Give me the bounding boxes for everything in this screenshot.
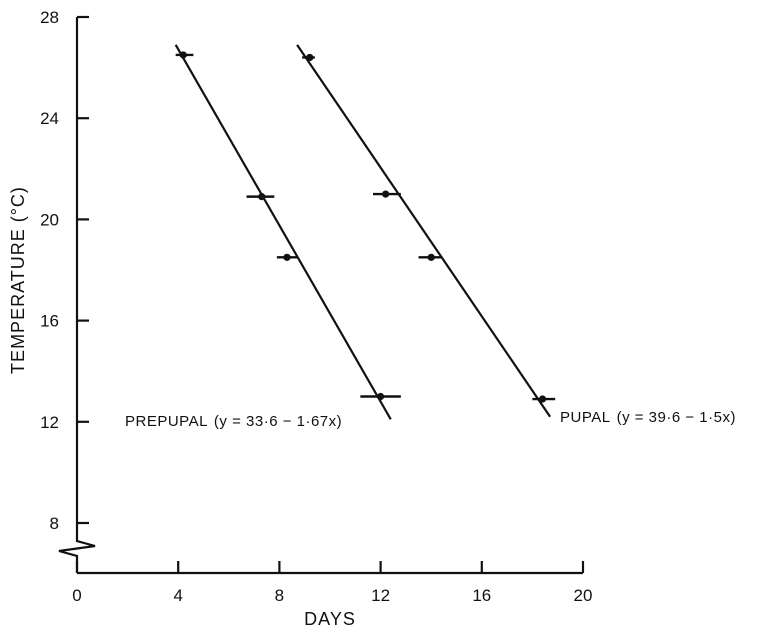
y-tick-label: 12 (40, 413, 59, 432)
x-axis-title: DAYS (304, 609, 356, 629)
data-point (427, 253, 435, 261)
data-point (382, 190, 390, 198)
data-point (306, 53, 314, 62)
series-label-pupal: PUPAL (y = 39·6 − 1·5x) (560, 409, 736, 426)
y-axis-line (58, 17, 96, 573)
axes (58, 15, 585, 575)
y-tick-label: 16 (40, 312, 59, 331)
y-axis-title: TEMPERATURE (°C) (8, 186, 28, 374)
series-equation: (y = 39·6 − 1·5x) (617, 409, 736, 426)
chart-labels: 8 12 16 20 24 28 0 4 8 12 16 20 DAYS TEMPERATURE (°C)… (8, 8, 736, 629)
data-point (258, 193, 266, 201)
x-tick-label: 12 (371, 586, 390, 605)
x-tick-label: 4 (173, 586, 182, 605)
fit-line-prepupal (174, 44, 392, 420)
data-point (538, 395, 547, 403)
series-label-prepupal: PREPUPAL (y = 33·6 − 1·67x) (125, 413, 342, 430)
y-tick-label: 28 (40, 8, 59, 27)
fit-line-pupal (296, 44, 552, 418)
data-point (283, 253, 291, 261)
y-tick-label: 20 (40, 210, 59, 229)
x-tick-label: 0 (72, 586, 81, 605)
chart-marks (174, 44, 556, 420)
x-tick-label: 8 (275, 586, 284, 605)
data-point (377, 392, 385, 401)
y-tick-label: 8 (50, 514, 59, 533)
series-name: PUPAL (560, 409, 611, 426)
x-tick-label: 20 (574, 586, 593, 605)
x-tick-label: 16 (472, 586, 491, 605)
y-tick-label: 24 (40, 109, 59, 128)
series-name: PREPUPAL (125, 413, 208, 430)
data-point (179, 51, 187, 59)
series-equation: (y = 33·6 − 1·67x) (214, 413, 342, 430)
